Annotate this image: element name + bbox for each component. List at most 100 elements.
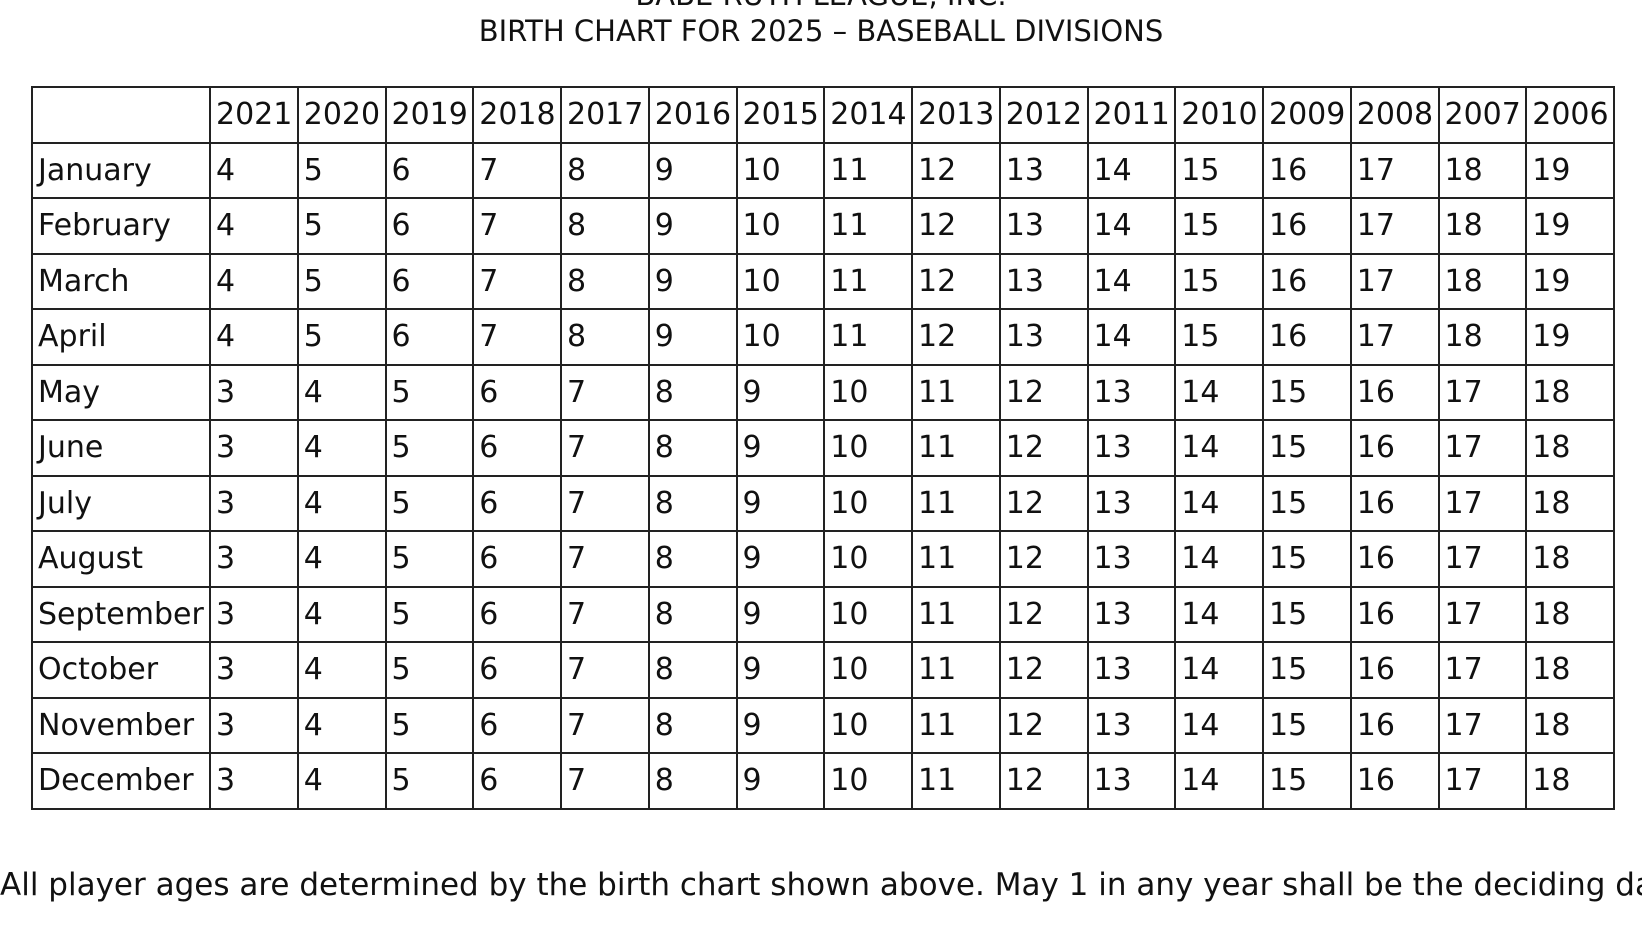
age-cell: 8 (560, 308, 650, 366)
age-cell: 11 (823, 308, 913, 366)
age-cell: 17 (1349, 197, 1440, 255)
year-header: 2019 (384, 86, 475, 144)
age-cell: 18 (1525, 474, 1615, 532)
age-cell: 4 (296, 752, 387, 810)
year-header: 2016 (647, 86, 738, 144)
age-cell: 5 (384, 641, 475, 699)
age-cell: 15 (1262, 530, 1352, 588)
age-cell: 13 (1086, 696, 1177, 754)
year-header: 2018 (472, 86, 562, 144)
age-cell: 7 (560, 585, 650, 643)
age-cell: 3 (209, 474, 299, 532)
age-cell: 17 (1437, 530, 1528, 588)
age-cell: 10 (823, 419, 913, 477)
age-cell: 6 (384, 141, 475, 199)
month-cell: January (31, 141, 211, 199)
age-cell: 7 (560, 641, 650, 699)
age-cell: 6 (472, 474, 562, 532)
month-cell: October (31, 641, 211, 699)
age-cell: 13 (1086, 474, 1177, 532)
age-cell: 17 (1349, 308, 1440, 366)
age-cell: 8 (647, 585, 738, 643)
age-cell: 13 (1086, 585, 1177, 643)
age-cell: 18 (1525, 585, 1615, 643)
age-cell: 13 (1086, 363, 1177, 421)
year-header: 2021 (209, 86, 299, 144)
month-cell: July (31, 474, 211, 532)
age-cell: 4 (296, 585, 387, 643)
age-cell: 19 (1525, 308, 1615, 366)
age-cell: 11 (911, 641, 1001, 699)
month-cell: February (31, 197, 211, 255)
age-cell: 14 (1086, 141, 1177, 199)
age-cell: 18 (1525, 696, 1615, 754)
age-cell: 18 (1525, 641, 1615, 699)
age-cell: 16 (1262, 141, 1352, 199)
age-cell: 12 (998, 641, 1089, 699)
month-row: April 4 5 6 7 8 9 10 11 12 13 14 15 16 17 18 19 (31, 308, 1615, 366)
age-cell: 15 (1262, 474, 1352, 532)
age-cell: 14 (1174, 752, 1264, 810)
year-header: 2020 (296, 86, 387, 144)
age-cell: 16 (1349, 752, 1440, 810)
age-cell: 16 (1349, 641, 1440, 699)
age-cell: 8 (647, 530, 738, 588)
age-cell: 4 (209, 141, 299, 199)
age-cell: 17 (1437, 585, 1528, 643)
age-cell: 5 (296, 308, 387, 366)
age-cell: 13 (998, 308, 1089, 366)
year-header: 2010 (1174, 86, 1264, 144)
month-cell: December (31, 752, 211, 810)
age-cell: 16 (1262, 197, 1352, 255)
age-cell: 6 (472, 641, 562, 699)
age-cell: 5 (384, 752, 475, 810)
age-cell: 9 (647, 252, 738, 310)
age-cell: 11 (911, 752, 1001, 810)
age-cell: 16 (1262, 252, 1352, 310)
month-row: August 3 4 5 6 7 8 9 10 11 12 13 14 15 16 17 18 (31, 530, 1615, 588)
age-cell: 6 (472, 419, 562, 477)
age-cell: 12 (998, 585, 1089, 643)
age-cell: 14 (1086, 308, 1177, 366)
age-cell: 9 (735, 585, 826, 643)
age-cell: 14 (1086, 252, 1177, 310)
age-cell: 5 (384, 530, 475, 588)
age-cell: 14 (1174, 419, 1264, 477)
age-cell: 9 (735, 752, 826, 810)
age-cell: 5 (384, 474, 475, 532)
age-cell: 16 (1349, 585, 1440, 643)
year-header: 2008 (1349, 86, 1440, 144)
age-cell: 16 (1349, 530, 1440, 588)
age-cell: 19 (1525, 141, 1615, 199)
age-cell: 6 (472, 696, 562, 754)
month-cell: June (31, 419, 211, 477)
age-cell: 7 (472, 197, 562, 255)
age-cell: 17 (1349, 141, 1440, 199)
age-cell: 15 (1262, 419, 1352, 477)
age-cell: 4 (209, 197, 299, 255)
age-cell: 10 (735, 308, 826, 366)
year-header: 2014 (823, 86, 913, 144)
age-cell: 6 (472, 585, 562, 643)
age-cell: 3 (209, 696, 299, 754)
age-cell: 11 (911, 530, 1001, 588)
age-cell: 17 (1349, 252, 1440, 310)
age-cell: 14 (1174, 530, 1264, 588)
month-row: May 3 4 5 6 7 8 9 10 11 12 13 14 15 16 17 18 (31, 363, 1615, 421)
age-cell: 11 (911, 474, 1001, 532)
age-cell: 5 (296, 252, 387, 310)
age-cell: 15 (1174, 197, 1264, 255)
age-cell: 10 (823, 752, 913, 810)
age-cell: 5 (384, 696, 475, 754)
age-cell: 14 (1174, 696, 1264, 754)
age-cell: 4 (296, 530, 387, 588)
age-cell: 5 (296, 197, 387, 255)
year-header: 2015 (735, 86, 826, 144)
age-cell: 4 (296, 696, 387, 754)
age-cell: 12 (998, 363, 1089, 421)
age-cell: 16 (1349, 363, 1440, 421)
age-cell: 10 (823, 363, 913, 421)
age-cell: 7 (560, 696, 650, 754)
age-cell: 6 (472, 530, 562, 588)
age-cell: 14 (1174, 474, 1264, 532)
